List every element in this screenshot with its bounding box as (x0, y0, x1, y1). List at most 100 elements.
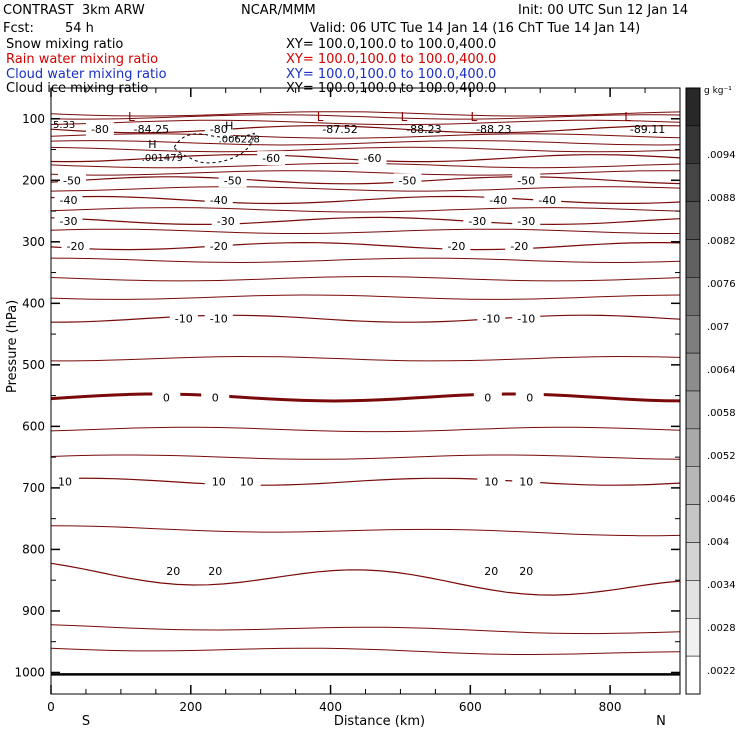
low-value: -87.52 (322, 123, 357, 136)
y-tick-label: 100 (22, 112, 45, 126)
colorbar-step (685, 542, 701, 581)
isotherm-label: -50 (517, 174, 535, 187)
isotherm-label: -40 (538, 194, 556, 207)
isotherm-label-bg (442, 239, 471, 254)
colorbar-step (685, 580, 701, 619)
isotherm-label-bg (463, 213, 492, 228)
colorbar-step (685, 315, 701, 354)
colorbar-step (685, 390, 701, 430)
isotherm-line (50, 133, 681, 139)
isotherm-label-bg (54, 192, 83, 207)
isotherm-label: -50 (224, 174, 242, 187)
field-snow-xy: XY= 100.0,100.0 to 100.0,400.0 (286, 37, 497, 52)
isotherm-label-bg (358, 151, 387, 166)
isotherm-label-bg (211, 213, 240, 228)
y-tick-label: 800 (22, 542, 45, 556)
isotherm-line (50, 140, 681, 146)
isotherm-label-bg (218, 173, 247, 188)
isotherm-label: 10 (58, 476, 72, 489)
low-marker: L (624, 110, 631, 124)
low-value: -88.23 (476, 123, 511, 136)
isotherm-label-bg (159, 563, 188, 578)
isotherm-label: 20 (166, 565, 180, 578)
north-label: N (656, 714, 666, 729)
isotherm-20 (50, 562, 681, 596)
isotherm-label: -30 (468, 215, 486, 228)
field-rain-name: Rain water mixing ratio (6, 52, 159, 67)
isotherm-line (50, 186, 681, 192)
isotherm-minus50 (50, 176, 681, 185)
colorbar-label: .0022 (707, 666, 736, 677)
colorbar-step (685, 277, 701, 316)
x-tick-label: 0 (47, 700, 55, 714)
chart-title: CONTRAST 3km ARW (3, 3, 145, 18)
valid-time: Valid: 06 UTC Tue 14 Jan 14 (16 ChT Tue … (310, 21, 641, 36)
isotherm-minus40 (50, 195, 681, 205)
colorbar-frame (685, 87, 701, 695)
isotherm-label-bg (50, 474, 79, 489)
isotherm-label: -10 (210, 313, 228, 326)
isotherm-label-bg (512, 311, 541, 326)
init-time: Init: 00 UTC Sun 12 Jan 14 (518, 3, 689, 18)
isotherm-minus20 (50, 241, 681, 251)
isotherm-line (50, 119, 681, 126)
colorbar-step (685, 428, 701, 467)
isotherm-line (50, 294, 681, 300)
x-tick-label: 200 (179, 700, 202, 714)
colorbar-step (685, 125, 701, 164)
isotherm-label-bg (54, 213, 83, 228)
high-marker: H (225, 119, 233, 132)
isotherm-line (50, 207, 681, 213)
forecast-label: Fcst: (3, 21, 34, 36)
colorbar-step (685, 87, 701, 127)
isotherm-label-bg (204, 311, 233, 326)
isotherm-label: 10 (240, 476, 254, 489)
low-marker: L (317, 110, 324, 124)
isotherm-line (50, 146, 681, 153)
isotherm-label: -40 (59, 194, 77, 207)
isotherm-label: 10 (519, 476, 533, 489)
edge-value: 5.33 (53, 120, 75, 131)
colorbar-label: .0094 (707, 150, 736, 161)
isotherm-label-bg (201, 390, 230, 405)
isotherm-label: -60 (364, 152, 382, 165)
isotherm-label: -50 (63, 174, 81, 187)
isotherm-label-bg (512, 173, 541, 188)
colorbar-label: .0064 (707, 365, 736, 376)
x-axis-title: Distance (km) (334, 714, 425, 729)
colorbar-step (685, 618, 701, 657)
isotherm-line (50, 275, 681, 282)
center-label: NCAR/MMM (241, 3, 316, 18)
isotherm-label-bg (512, 213, 541, 228)
colorbar-label: .004 (707, 537, 729, 548)
low-value: -88.23 (406, 123, 441, 136)
isotherm-label-bg (484, 192, 513, 207)
isotherm-line (50, 647, 681, 655)
y-axis-title: Pressure (hPa) (5, 300, 20, 393)
isotherm-label: -30 (217, 215, 235, 228)
isotherm-label: -60 (262, 152, 280, 165)
isotherm-label-bg (204, 239, 233, 254)
forecast-hours: 54 h (65, 21, 94, 36)
isotherm-label: -20 (510, 240, 528, 253)
y-tick-label: 700 (22, 481, 45, 495)
isotherm-label-bg (169, 311, 198, 326)
low-value: -89.11 (630, 123, 665, 136)
isotherm-label: 10 (484, 476, 498, 489)
field-cloud-water-xy: XY= 100.0,100.0 to 100.0,400.0 (286, 67, 497, 82)
isotherm-line (50, 228, 680, 234)
y-tick-label: 200 (22, 173, 45, 187)
isotherm-line (50, 111, 681, 117)
isotherm-line (50, 170, 681, 176)
colorbar-step (685, 504, 701, 543)
isotherm-label: -10 (482, 313, 500, 326)
field-cloud-water-name: Cloud water mixing ratio (6, 67, 167, 82)
isotherm-label-bg (85, 122, 114, 137)
isotherm-label-bg (201, 563, 230, 578)
y-tick-label: 1000 (14, 665, 45, 679)
x-tick-label: 800 (599, 700, 622, 714)
colorbar-step (685, 655, 701, 695)
x-tick-label: 400 (319, 700, 342, 714)
colorbar-label: .0076 (707, 279, 736, 290)
isotherm-line (50, 454, 681, 460)
